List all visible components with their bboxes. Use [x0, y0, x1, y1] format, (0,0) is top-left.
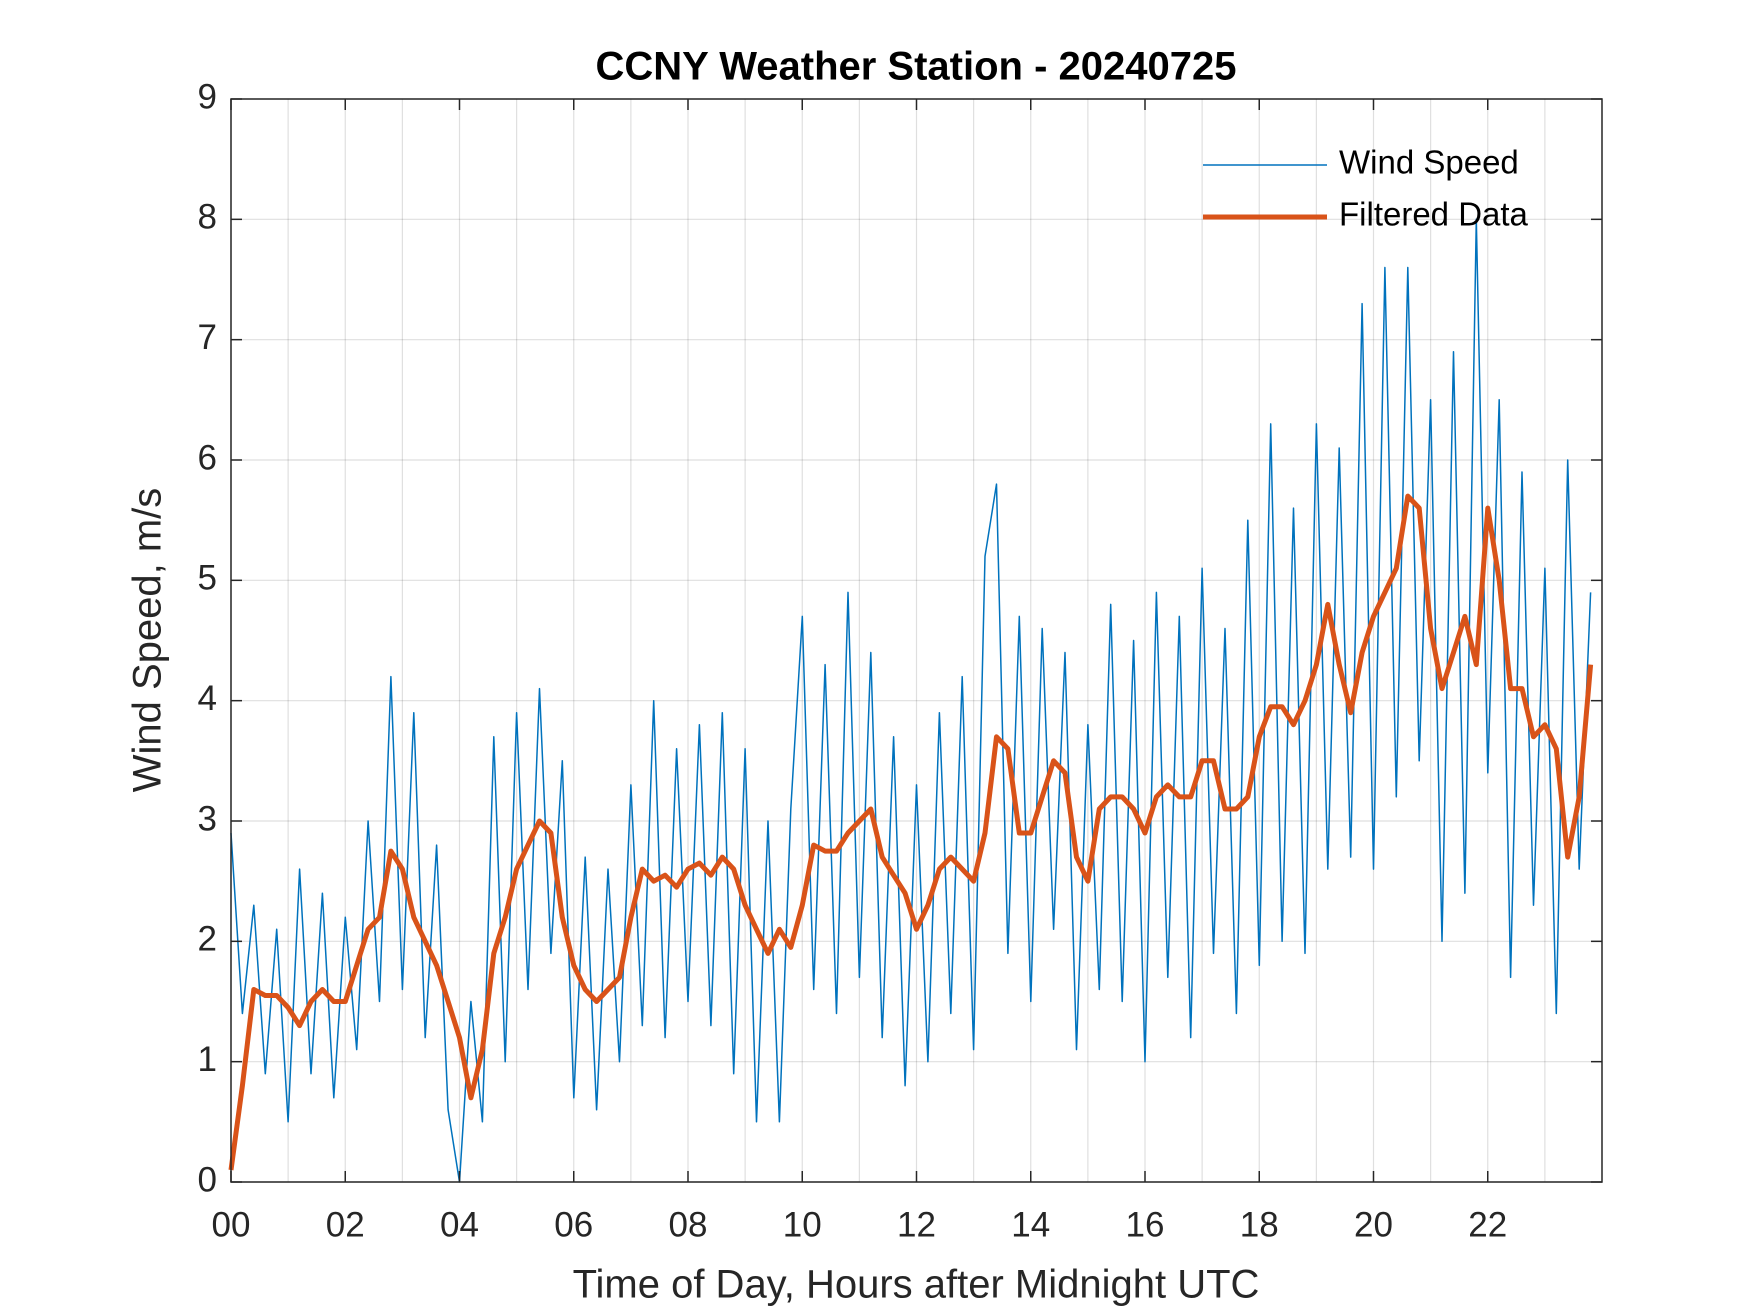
y-tick-label: 0: [198, 1160, 217, 1199]
x-tick-label: 02: [326, 1205, 365, 1244]
x-tick-label: 10: [783, 1205, 822, 1244]
legend-label: Filtered Data: [1339, 196, 1529, 233]
x-tick-label: 04: [440, 1205, 479, 1244]
y-tick-label: 9: [198, 77, 217, 116]
y-tick-label: 2: [198, 920, 217, 959]
y-axis-label: Wind Speed, m/s: [126, 488, 170, 793]
y-tick-label: 8: [198, 198, 217, 237]
y-tick-label: 4: [198, 679, 217, 718]
y-tick-label: 6: [198, 438, 217, 477]
y-tick-label: 3: [198, 799, 217, 838]
x-tick-label: 20: [1354, 1205, 1393, 1244]
legend-label: Wind Speed: [1339, 144, 1519, 181]
x-tick-label: 16: [1126, 1205, 1165, 1244]
y-tick-label: 5: [198, 559, 217, 598]
data-line: [230, 218, 1592, 1183]
x-tick-label: 06: [554, 1205, 593, 1244]
x-tick-label: 08: [669, 1205, 708, 1244]
x-tick-label: 00: [212, 1205, 251, 1244]
y-tick-label: 7: [198, 318, 217, 357]
x-tick-label: 14: [1011, 1205, 1050, 1244]
data-line: [228, 493, 1594, 1171]
chart-title: CCNY Weather Station - 20240725: [596, 45, 1237, 89]
x-tick-label: 18: [1240, 1205, 1279, 1244]
x-tick-label: 22: [1468, 1205, 1507, 1244]
x-axis-label: Time of Day, Hours after Midnight UTC: [573, 1263, 1260, 1307]
x-tick-label: 12: [897, 1205, 936, 1244]
y-tick-label: 1: [198, 1040, 217, 1079]
